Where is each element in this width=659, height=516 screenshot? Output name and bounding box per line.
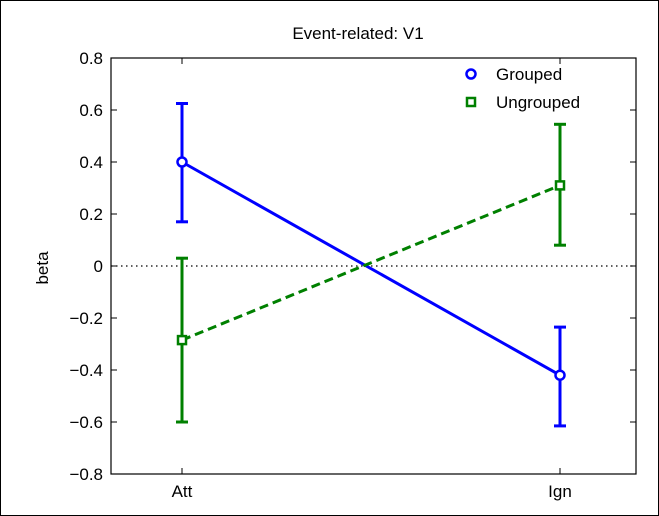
y-tick-label: 0.6 — [79, 101, 103, 120]
y-tick-label: 0.2 — [79, 205, 103, 224]
y-tick-label: −0.8 — [69, 465, 103, 484]
axes: −0.8 −0.6 −0.4 −0.2 0 0.2 0.4 0.6 0.8 Att Ign — [69, 49, 637, 501]
legend-marker — [465, 96, 477, 108]
legend-marker — [465, 68, 477, 80]
series-line — [181, 184, 561, 342]
series-ungrouped — [176, 122, 566, 424]
x-tick-label: Ign — [548, 482, 572, 501]
y-tick-label: 0 — [94, 257, 103, 276]
y-tick-label: −0.4 — [69, 361, 103, 380]
legend: Grouped Ungrouped — [465, 65, 580, 112]
series-line — [181, 160, 561, 377]
x-tick-label: Att — [172, 482, 193, 501]
data-point — [554, 180, 566, 191]
series-grouped — [176, 102, 566, 428]
legend-label: Ungrouped — [496, 93, 580, 112]
data-point — [554, 369, 566, 381]
data-point — [176, 156, 188, 168]
series-layer — [176, 102, 566, 428]
chart-title: Event-related: V1 — [292, 24, 423, 43]
y-tick-label: −0.2 — [69, 309, 103, 328]
y-axis-label: beta — [33, 251, 52, 285]
y-tick-label: 0.8 — [79, 49, 103, 68]
y-tick-label: 0.4 — [79, 153, 103, 172]
data-point — [176, 334, 188, 346]
y-tick-label: −0.6 — [69, 413, 103, 432]
legend-label: Grouped — [496, 65, 562, 84]
